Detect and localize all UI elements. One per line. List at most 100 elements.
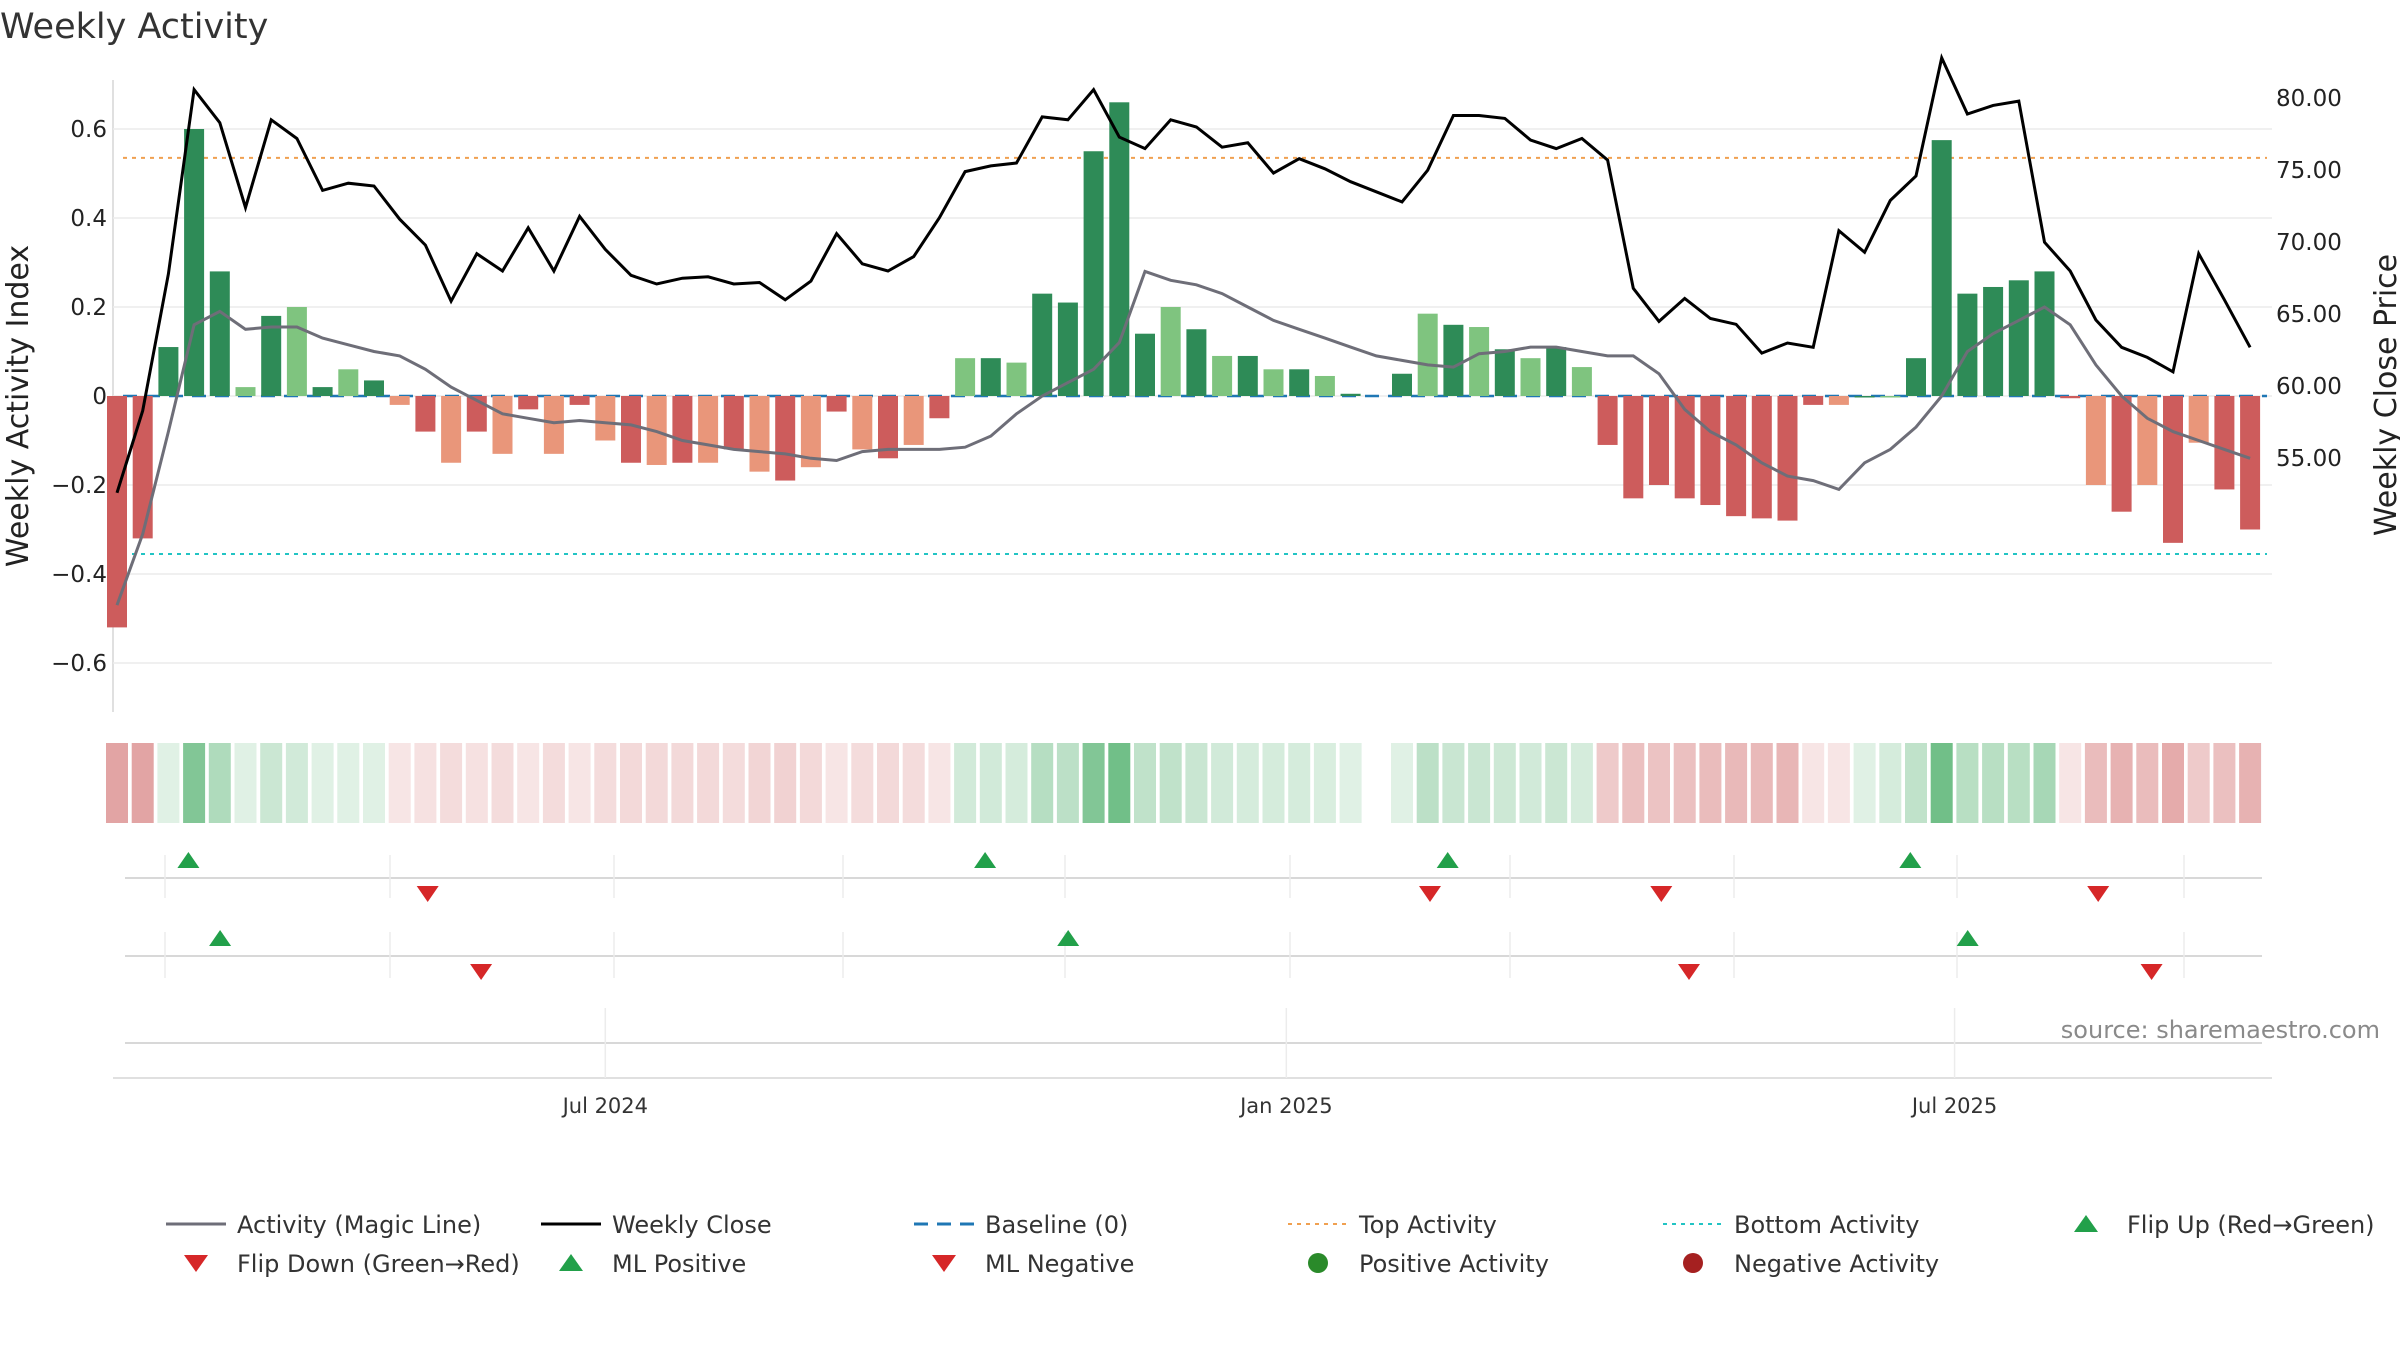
- heat-cell: [1211, 743, 1234, 823]
- series-lines: [115, 53, 2252, 606]
- heat-cell: [1108, 743, 1131, 823]
- legend-label: Positive Activity: [1359, 1250, 1549, 1278]
- y-tick-label: −0.2: [51, 473, 107, 499]
- legend-swatch: [559, 1254, 583, 1271]
- legend-item: Flip Up (Red→Green): [2074, 1211, 2375, 1239]
- activity-bar: [1392, 373, 1412, 396]
- magic-line: [115, 269, 2251, 606]
- activity-bar: [1751, 396, 1772, 519]
- heat-cell: [722, 743, 745, 823]
- activity-bar: [1160, 307, 1181, 396]
- heat-cell: [1648, 743, 1670, 823]
- heat-cell: [2059, 743, 2082, 823]
- activity-bar: [1803, 396, 1824, 405]
- heat-cell: [440, 743, 463, 823]
- ml-positive-marker: [1057, 930, 1080, 946]
- heat-cell: [1622, 743, 1645, 823]
- activity-bar: [261, 315, 282, 396]
- heat-cell: [1493, 743, 1516, 823]
- activity-bar: [929, 396, 950, 419]
- y2-tick-label: 65.00: [2276, 302, 2342, 328]
- legend-label: Top Activity: [1358, 1211, 1497, 1239]
- activity-bar: [158, 347, 179, 396]
- activity-bar: [1083, 151, 1104, 396]
- heat-cell: [1159, 743, 1182, 823]
- flip-up-marker: [974, 852, 997, 868]
- activity-bar: [1032, 293, 1053, 396]
- ml-positive-marker: [209, 930, 232, 946]
- heat-cell: [2162, 743, 2184, 823]
- activity-bar: [1854, 396, 1875, 398]
- heat-cell: [1288, 743, 1311, 823]
- legend-item: Flip Down (Green→Red): [184, 1250, 520, 1278]
- heat-cell: [902, 743, 925, 823]
- legend-item: ML Positive: [559, 1250, 746, 1278]
- heat-cell: [363, 743, 385, 823]
- legend-label: Negative Activity: [1734, 1250, 1939, 1278]
- activity-bar: [878, 396, 898, 459]
- heat-cell: [157, 743, 180, 823]
- heat-cell: [1905, 743, 1927, 823]
- heat-cell: [697, 743, 720, 823]
- legend-label: ML Positive: [612, 1250, 746, 1278]
- activity-bar: [800, 396, 821, 468]
- heat-cell: [748, 743, 771, 823]
- activity-bar: [492, 396, 513, 454]
- activity-bar: [235, 387, 256, 396]
- activity-bar: [209, 271, 230, 396]
- activity-bar: [1109, 102, 1130, 397]
- activity-bar: [1726, 396, 1747, 517]
- activity-bar: [1417, 313, 1438, 396]
- legend-item: Activity (Magic Line): [166, 1211, 481, 1239]
- activity-bar: [1828, 396, 1849, 405]
- heat-cell: [1468, 743, 1491, 823]
- heat-cell: [234, 743, 257, 823]
- heat-cell: [1750, 743, 1773, 823]
- legend-label: Bottom Activity: [1734, 1211, 1919, 1239]
- activity-bar: [107, 396, 127, 628]
- heat-cell: [774, 743, 797, 823]
- y-tick-label: −0.6: [51, 651, 107, 677]
- activity-bar: [1520, 358, 1541, 396]
- ml-positive-marker: [1956, 930, 1979, 946]
- heat-cell: [671, 743, 694, 823]
- activity-bar: [1906, 358, 1926, 396]
- activity-bar: [1931, 140, 1952, 396]
- legend-label: Flip Up (Red→Green): [2127, 1211, 2375, 1239]
- activity-bar: [569, 396, 590, 405]
- activity-heat-strip: [106, 743, 2262, 823]
- heat-cell: [183, 743, 206, 823]
- heat-cell: [1313, 743, 1336, 823]
- activity-bar: [1340, 393, 1361, 396]
- activity-bar: [621, 396, 641, 463]
- activity-bar: [2214, 396, 2235, 490]
- legend-item: Positive Activity: [1308, 1250, 1549, 1278]
- heat-cell: [620, 743, 642, 823]
- heat-cell: [465, 743, 488, 823]
- heat-cell: [979, 743, 1002, 823]
- activity-bar: [1880, 396, 1901, 398]
- flip-down-marker: [416, 886, 439, 902]
- activity-bar: [723, 396, 744, 450]
- activity-bar: [2085, 396, 2106, 485]
- y2-tick-label: 60.00: [2276, 374, 2342, 400]
- y-tick-label: 0: [92, 384, 107, 410]
- heat-cell: [311, 743, 334, 823]
- y2-tick-label: 55.00: [2276, 446, 2342, 472]
- legend-item: ML Negative: [932, 1250, 1134, 1278]
- heat-cell: [491, 743, 514, 823]
- heat-cell: [208, 743, 231, 823]
- y2-tick-label: 75.00: [2276, 158, 2342, 184]
- heat-cell: [1879, 743, 1902, 823]
- activity-bars: [107, 102, 2261, 628]
- activity-bar: [1700, 396, 1721, 506]
- heat-cell: [2084, 743, 2107, 823]
- heat-cell: [337, 743, 360, 823]
- heat-cell: [2110, 743, 2133, 823]
- date-tick-label: Jan 2025: [1238, 1094, 1333, 1118]
- heat-cell: [2033, 743, 2056, 823]
- activity-bar: [415, 396, 436, 432]
- activity-bar: [286, 307, 307, 396]
- date-axis: Jul 2024 Jan 2025 Jul 2025: [113, 1008, 2272, 1118]
